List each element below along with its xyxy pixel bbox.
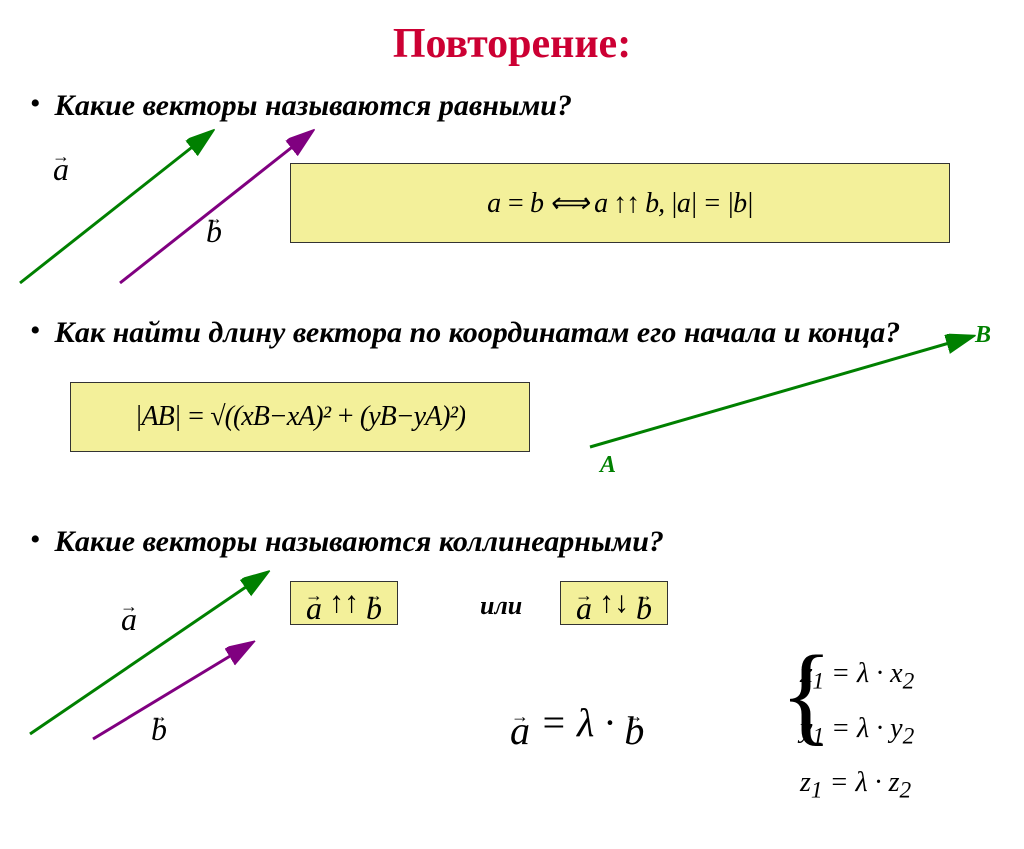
codirectional-box: →a ↑↑ →b [290, 581, 398, 625]
updown-icon: ↑↓ [599, 586, 629, 620]
vec-b-letter: b [636, 600, 652, 616]
opposite-box: →a ↑↓ →b [560, 581, 668, 625]
or-label: или [480, 591, 522, 621]
vector-ab-arrow [570, 322, 990, 462]
section-3: →a →b →a ↑↑ →b или →a ↑↓ →b →a = λ · →b … [30, 569, 994, 849]
vec-a-letter: a [306, 600, 322, 616]
section-2: |AB| = √((xB−xA)² + (yB−yA)²) A B [30, 372, 994, 522]
q1-text: Какие векторы называются равными? [55, 86, 572, 125]
formula2-content: |AB| = √((xB−xA)² + (yB−yA)²) [135, 401, 465, 433]
length-formula: |AB| = √((xB−xA)² + (yB−yA)²) [70, 382, 530, 452]
bullet-dot: • [30, 522, 41, 558]
point-a-label: A [600, 452, 616, 479]
point-b-label: B [975, 322, 991, 349]
coord-system: { x1 = λ · x2 y1 = λ · y2 z1 = λ · z2 [800, 649, 914, 813]
bullet-dot: • [30, 313, 41, 349]
lambda-mid: = λ · [540, 700, 614, 745]
bullet-q3: • Какие векторы называются коллинеарными… [30, 522, 994, 561]
sys-line-3: z1 = λ · z2 [800, 758, 914, 813]
vec-a-letter: a [510, 721, 530, 741]
section-1: →a →b a = b ⟺ a ↑↑ b, |a| = |b| [30, 133, 994, 313]
vec-b-letter: b [624, 721, 644, 741]
vec-b-letter: b [366, 600, 382, 616]
formula1-content: a = b ⟺ a ↑↑ b, |a| = |b| [487, 186, 753, 220]
vec-a-letter: a [576, 600, 592, 616]
equal-vectors-formula: a = b ⟺ a ↑↑ b, |a| = |b| [290, 163, 950, 243]
lambda-equation: →a = λ · →b [510, 699, 644, 746]
page-title: Повторение: [30, 20, 994, 68]
bullet-q1: • Какие векторы называются равными? [30, 86, 994, 125]
vector-b-arrow-2 [85, 634, 265, 749]
bullet-dot: • [30, 86, 41, 122]
q3-text: Какие векторы называются коллинеарными? [55, 522, 664, 561]
upup-icon: ↑↑ [329, 586, 359, 620]
brace-icon: { [780, 631, 833, 758]
